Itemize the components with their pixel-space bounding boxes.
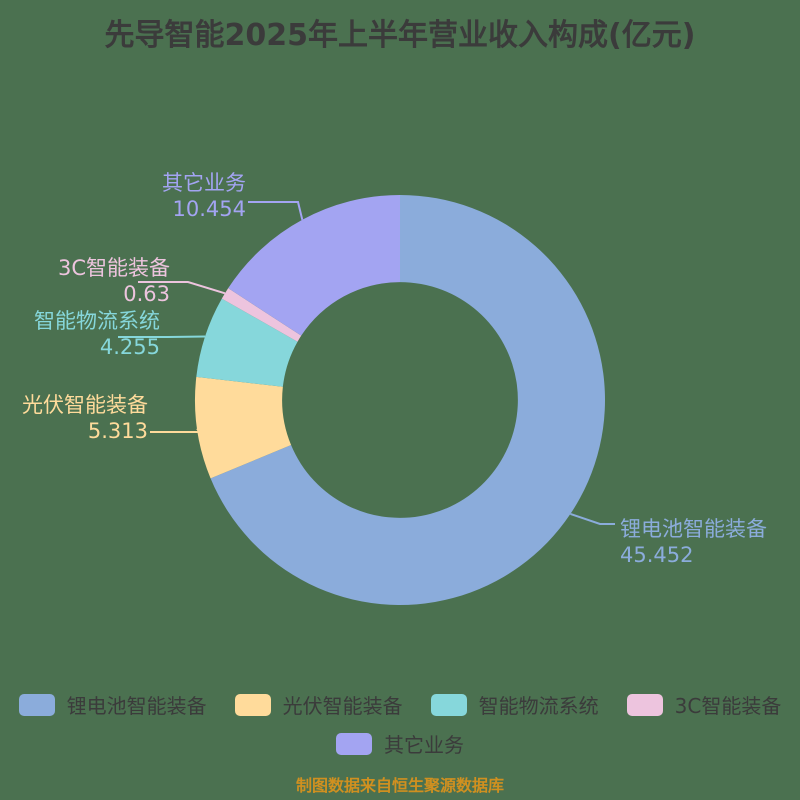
legend-label: 3C智能装备	[674, 694, 782, 718]
callout-label-logistics: 智能物流系统 4.255	[0, 308, 160, 360]
leader-line-group	[118, 201, 615, 525]
donut-slice[interactable]	[210, 195, 605, 606]
legend-item[interactable]: 智能物流系统	[430, 690, 599, 719]
callout-label-3c: 3C智能装备 0.63	[18, 255, 170, 307]
callout-name: 3C智能装备	[57, 256, 170, 280]
callout-value: 5.313	[87, 419, 148, 443]
leader-line	[118, 335, 206, 338]
callout-name: 锂电池智能装备	[620, 517, 767, 541]
callout-label-other: 其它业务 10.454	[118, 170, 246, 222]
donut-slice[interactable]	[221, 288, 302, 342]
leader-line	[138, 281, 226, 295]
callout-name: 其它业务	[162, 171, 246, 195]
legend-swatch-icon	[430, 693, 467, 716]
legend-label: 智能物流系统	[478, 694, 599, 718]
legend-label: 锂电池智能装备	[66, 694, 207, 718]
donut-slice-group	[195, 195, 605, 606]
legend-item[interactable]: 其它业务	[336, 729, 464, 758]
footer-note: 制图数据来自恒生聚源数据库	[295, 776, 504, 795]
chart-legend: 锂电池智能装备 光伏智能装备 智能物流系统 3C智能装备其它业务	[0, 690, 800, 764]
legend-swatch-icon	[626, 693, 663, 716]
legend-label: 其它业务	[384, 733, 464, 757]
donut-slice[interactable]	[228, 195, 400, 336]
donut-slice[interactable]	[196, 298, 298, 387]
leader-line	[570, 512, 615, 525]
legend-swatch-icon	[336, 732, 372, 755]
leader-line	[248, 201, 304, 221]
callout-value: 10.454	[172, 197, 246, 221]
callout-value: 0.63	[123, 282, 170, 306]
legend-swatch-icon	[18, 693, 55, 716]
callout-name: 智能物流系统	[34, 309, 160, 333]
legend-item[interactable]: 光伏智能装备	[234, 690, 403, 719]
callout-label-lithium: 锂电池智能装备 45.452	[620, 516, 767, 568]
leader-line	[150, 427, 203, 433]
page-title: 先导智能2025年上半年营业收入构成(亿元)	[104, 18, 696, 53]
donut-slice[interactable]	[195, 376, 292, 479]
callout-value: 45.452	[620, 543, 694, 567]
callout-value: 4.255	[99, 335, 160, 359]
legend-item[interactable]: 锂电池智能装备	[18, 690, 207, 719]
callout-name: 光伏智能装备	[22, 393, 148, 417]
legend-swatch-icon	[234, 693, 271, 716]
callout-label-photovoltaic: 光伏智能装备 5.313	[0, 392, 148, 444]
legend-label: 光伏智能装备	[282, 694, 403, 718]
legend-item[interactable]: 3C智能装备	[626, 690, 782, 719]
